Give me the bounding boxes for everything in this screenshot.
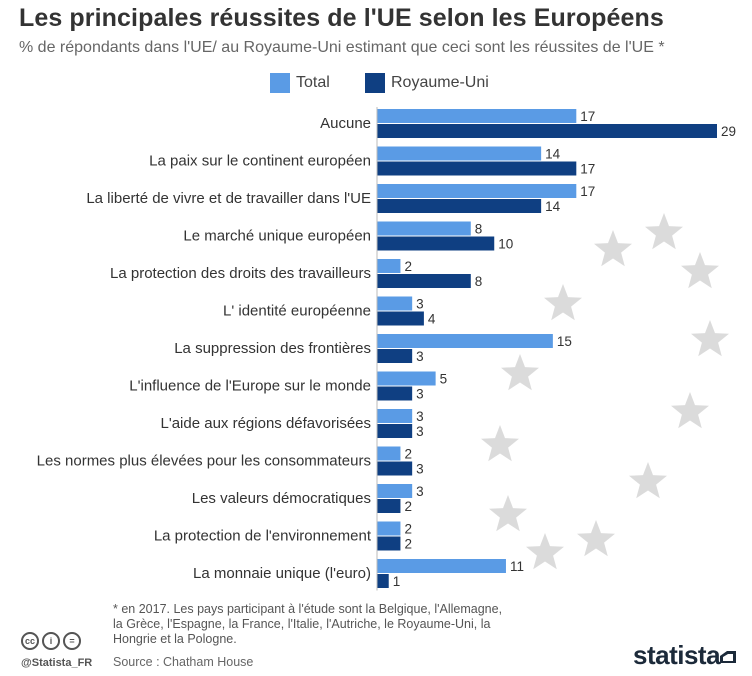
attribution-icon: i	[42, 632, 60, 650]
background-star	[645, 213, 683, 250]
background-star	[501, 354, 539, 391]
category-label: Les normes plus élevées pour les consomm…	[37, 453, 371, 470]
license-icons: cc i =	[21, 632, 81, 650]
page-subtitle: % de répondants dans l'UE/ au Royaume-Un…	[19, 39, 665, 56]
bar-uk	[377, 199, 542, 213]
background-star	[526, 533, 564, 570]
data-label-uk: 4	[428, 312, 436, 327]
legend-label-total: Total	[296, 74, 330, 91]
bar-total	[377, 484, 413, 498]
category-label: La protection de l'environnement	[154, 528, 372, 545]
data-label-uk: 1	[393, 574, 401, 589]
bar-total	[377, 221, 471, 236]
category-label: Aucune	[320, 115, 371, 132]
data-label-uk: 29	[721, 124, 736, 139]
background-star	[629, 462, 667, 499]
bar-total	[377, 296, 413, 311]
category-label: Les valeurs démocratiques	[192, 490, 371, 507]
bar-total	[377, 109, 577, 123]
background-star	[671, 392, 709, 429]
legend-item-total: Total	[270, 72, 330, 94]
bar-uk	[377, 236, 495, 251]
data-label-uk: 2	[404, 537, 412, 552]
data-label-uk: 10	[498, 237, 513, 252]
category-label: La suppression des frontières	[174, 340, 371, 357]
bar-total	[377, 146, 542, 161]
bar-uk	[377, 424, 413, 438]
bar-total	[377, 409, 413, 423]
background-star	[691, 320, 729, 357]
bar-total	[377, 371, 436, 386]
footnote: * en 2017. Les pays participant à l'étud…	[113, 602, 503, 646]
cc-icon: cc	[21, 632, 39, 650]
category-label: L'aide aux régions défavorisées	[161, 415, 372, 432]
data-label-uk: 17	[580, 162, 595, 177]
data-label-total: 2	[404, 522, 412, 537]
background-star	[489, 495, 527, 532]
data-label-total: 3	[416, 409, 424, 424]
bar-total	[377, 521, 401, 536]
bar-uk	[377, 536, 401, 551]
bar-uk	[377, 461, 413, 476]
data-label-uk: 3	[416, 462, 424, 477]
bar-uk	[377, 274, 471, 288]
background-star	[681, 252, 719, 289]
bar-total	[377, 446, 401, 461]
data-label-total: 8	[475, 222, 483, 237]
page-title: Les principales réussites de l'UE selon …	[19, 4, 664, 32]
no-derivatives-icon: =	[63, 632, 81, 650]
bar-total	[377, 259, 401, 273]
bar-total	[377, 334, 553, 348]
bar-uk	[377, 124, 717, 138]
data-label-total: 3	[416, 484, 424, 499]
data-label-uk: 14	[545, 199, 561, 214]
data-label-total: 17	[580, 109, 595, 124]
background-star	[577, 520, 615, 557]
data-label-total: 17	[580, 184, 595, 199]
category-label: Le marché unique européen	[183, 228, 371, 245]
data-label-uk: 2	[404, 499, 412, 514]
category-label: L'influence de l'Europe sur le monde	[129, 378, 371, 395]
bar-total	[377, 559, 506, 573]
bar-uk	[377, 499, 401, 513]
data-label-total: 5	[440, 372, 448, 387]
legend-swatch-total	[270, 73, 290, 93]
legend-label-uk: Royaume-Uni	[391, 74, 489, 91]
social-handle: @Statista_FR	[21, 657, 93, 669]
category-label: La liberté de vivre et de travailler dan…	[86, 190, 371, 207]
data-label-uk: 3	[416, 424, 424, 439]
data-label-total: 2	[404, 259, 412, 274]
data-label-total: 14	[545, 147, 561, 162]
statista-logo-icon	[720, 651, 736, 663]
data-label-total: 15	[557, 334, 572, 349]
bar-uk	[377, 161, 577, 176]
category-label: La monnaie unique (l'euro)	[193, 565, 371, 582]
background-star	[481, 425, 519, 462]
bar-uk	[377, 386, 413, 401]
bar-uk	[377, 574, 389, 588]
data-label-total: 11	[510, 559, 524, 574]
background-star	[544, 284, 582, 321]
category-label: L' identité européenne	[223, 303, 371, 320]
data-label-total: 2	[404, 447, 412, 462]
source: Source : Chatham House	[113, 655, 254, 669]
legend-swatch-uk	[365, 73, 385, 93]
bar-uk	[377, 311, 424, 326]
bar-uk	[377, 349, 413, 363]
statista-logo[interactable]: statista	[633, 640, 721, 670]
category-label: La paix sur le continent européen	[149, 153, 371, 170]
category-label: La protection des droits des travailleur…	[110, 265, 371, 282]
legend-item-uk: Royaume-Uni	[365, 72, 489, 94]
data-label-uk: 8	[475, 274, 483, 289]
background-star	[594, 230, 632, 267]
data-label-uk: 3	[416, 349, 424, 364]
data-label-uk: 3	[416, 387, 424, 402]
bar-total	[377, 184, 577, 198]
data-label-total: 3	[416, 297, 424, 312]
